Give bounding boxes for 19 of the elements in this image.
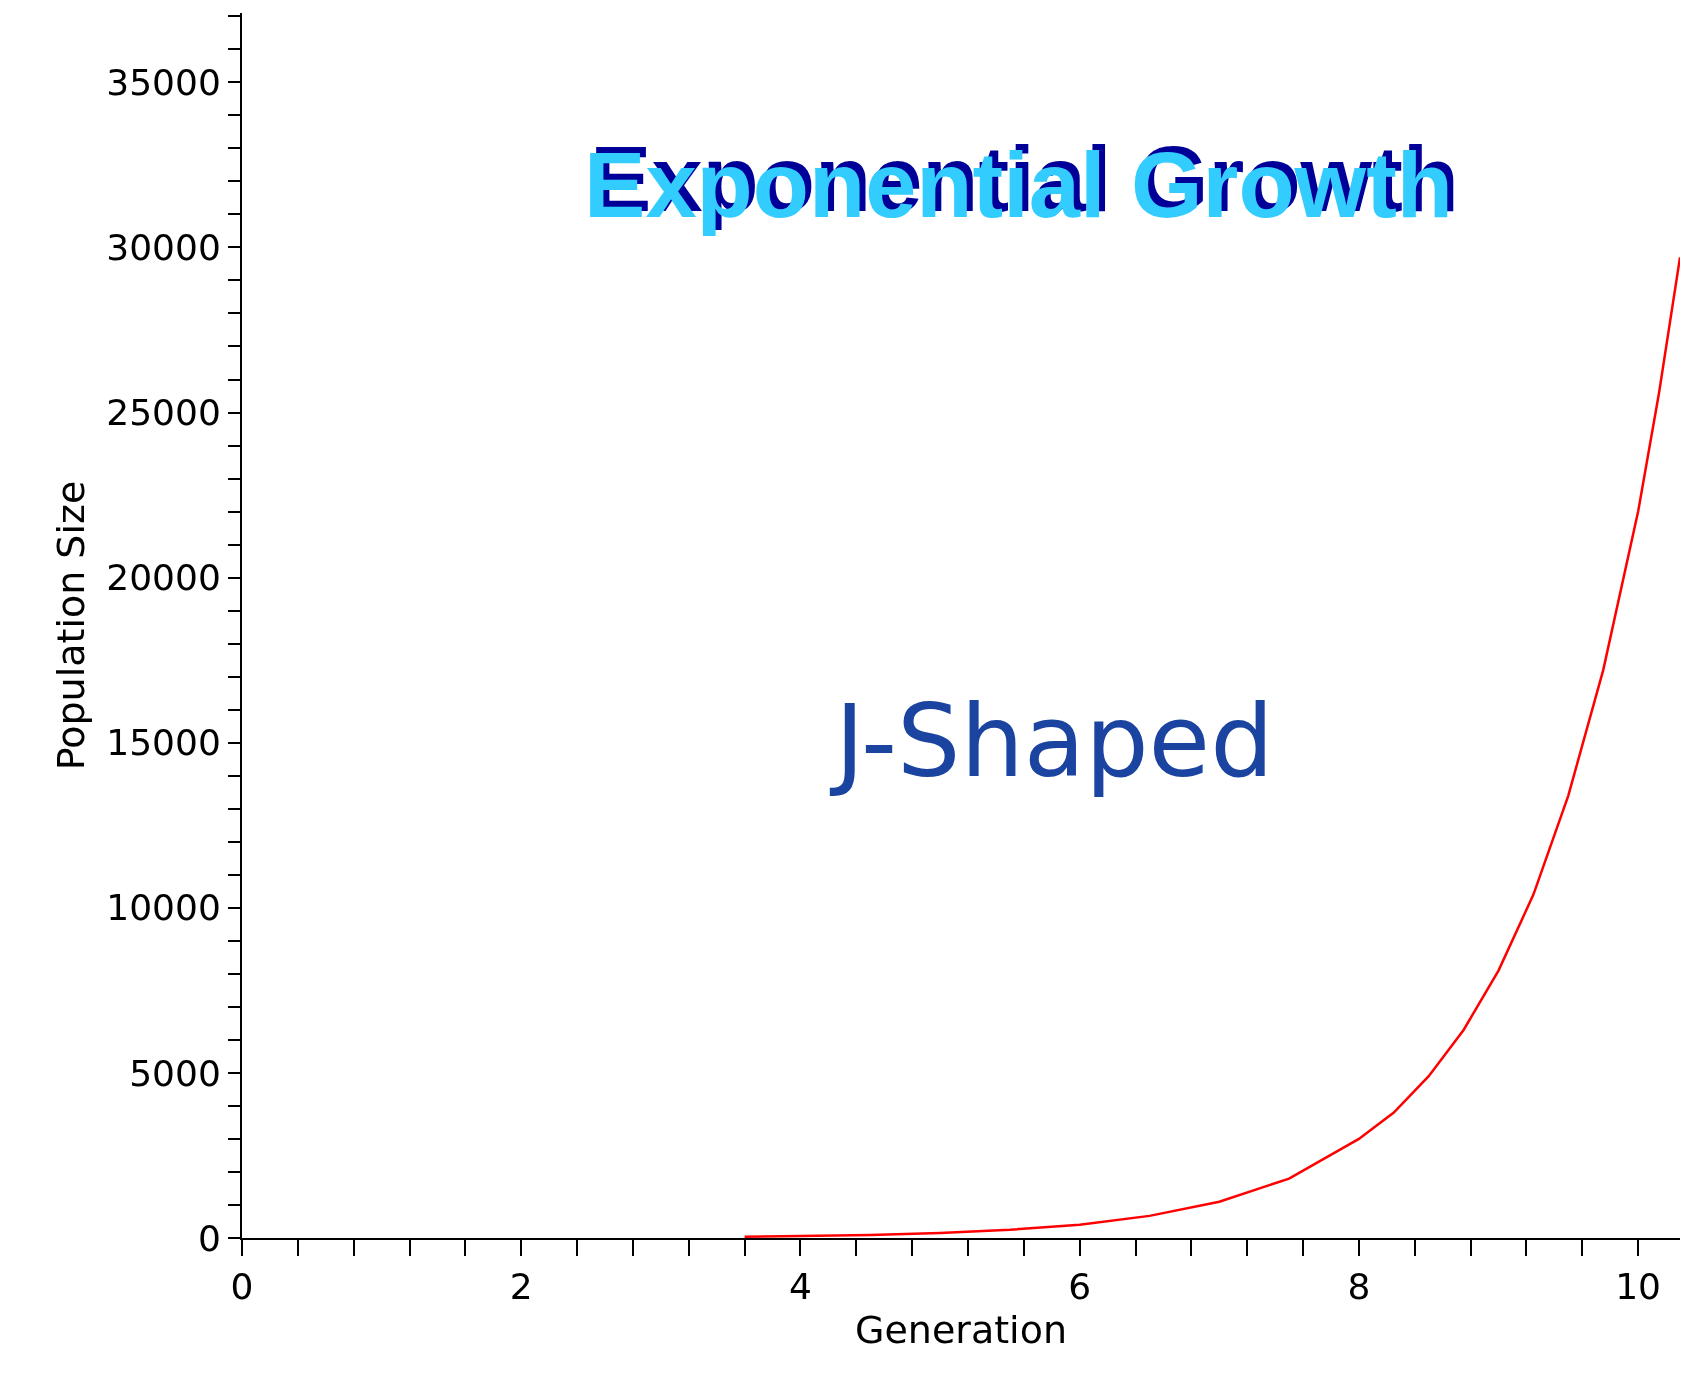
x-tick-label: 8 bbox=[1347, 1266, 1371, 1308]
y-axis-title: Population Size bbox=[48, 480, 93, 771]
y-tick-label: 0 bbox=[197, 1217, 221, 1259]
x-axis-title: Generation bbox=[855, 1307, 1067, 1352]
y-tick-label: 15000 bbox=[106, 722, 221, 764]
x-tick-label: 6 bbox=[1068, 1266, 1092, 1308]
y-tick-label: 30000 bbox=[106, 227, 221, 269]
annotation: J-Shaped bbox=[829, 683, 1274, 800]
y-tick-label: 25000 bbox=[106, 392, 221, 434]
y-tick-label: 20000 bbox=[106, 557, 221, 599]
y-tick-label: 35000 bbox=[106, 61, 221, 103]
x-tick-label: 4 bbox=[789, 1266, 812, 1308]
x-tick-label: 10 bbox=[1615, 1266, 1662, 1308]
x-tick-label: 2 bbox=[509, 1266, 533, 1308]
y-tick-label: 10000 bbox=[106, 887, 221, 929]
text: Exponential Growth bbox=[584, 133, 1453, 236]
line-series bbox=[743, 256, 1680, 1238]
y-tick-label: 5000 bbox=[129, 1052, 221, 1094]
x-tick-label: 0 bbox=[230, 1266, 254, 1308]
